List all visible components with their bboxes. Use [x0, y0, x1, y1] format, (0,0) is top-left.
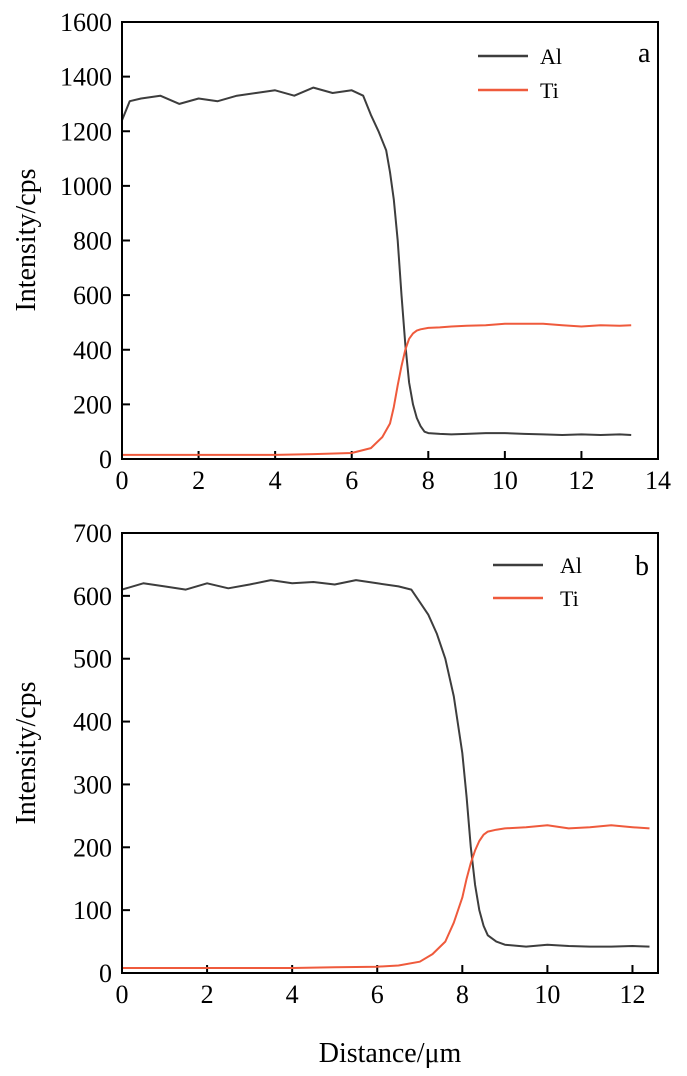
panel-a-legend-label-ti: Ti [540, 78, 559, 103]
panel-b-label: b [635, 551, 649, 582]
panel-b-x-tick-label: 10 [534, 980, 560, 1009]
panel-b-x-tick-label: 2 [201, 980, 214, 1009]
panel-b-legend: Al Ti [493, 553, 582, 611]
panel-a-y-tick-label: 600 [73, 281, 112, 310]
panel-a-legend-label-al: Al [540, 44, 562, 69]
panel-a-y-tick-label: 400 [73, 336, 112, 365]
panel-a-series [121, 86, 632, 456]
panel-b-series [121, 579, 650, 969]
panel-b-x-tick-label: 6 [371, 980, 384, 1009]
panel-a-x-tick-label: 4 [269, 466, 282, 495]
panel-a-x-tick-label: 8 [422, 466, 435, 495]
panel-a-x-tick-label: 2 [192, 466, 205, 495]
panel-b-series-ti-line [122, 824, 650, 969]
panel-b-y-tick-label: 200 [73, 833, 112, 862]
panel-a-x-tick-label: 14 [645, 466, 671, 495]
panel-a-x-tick-label: 6 [345, 466, 358, 495]
chart-panel-a: 0 2 4 6 8 10 12 14 0 200 400 600 800 1000 1200 1400 1600… [11, 8, 671, 495]
panel-a-ticks: 0 2 4 6 8 10 12 14 0 200 400 600 800 1000 1200 1400 1600 [60, 8, 671, 495]
panel-a-y-tick-label: 0 [99, 445, 112, 474]
panel-b-y-tick-label: 700 [73, 519, 112, 548]
panel-a-x-tick-label: 12 [568, 466, 594, 495]
panel-b-y-axis-title: Intensity/cps [11, 681, 42, 824]
panel-a-y-tick-label: 800 [73, 227, 112, 256]
panel-a-y-tick-label: 1200 [60, 117, 112, 146]
panel-b-y-tick-label: 400 [73, 708, 112, 737]
panel-b-y-tick-label: 100 [73, 896, 112, 925]
panel-b-x-tick-label: 4 [286, 980, 299, 1009]
panel-b-y-tick-label: 300 [73, 770, 112, 799]
panel-b-x-tick-label: 12 [619, 980, 645, 1009]
panel-a-y-axis-title: Intensity/cps [11, 168, 42, 311]
panel-b-x-tick-label: 0 [116, 980, 129, 1009]
chart-panel-b: 0 2 4 6 8 10 12 0 100 200 300 400 500 600 700 Intensit… [11, 519, 659, 1009]
panel-b-y-tick-label: 500 [73, 645, 112, 674]
panel-a-series-al-line [121, 86, 632, 436]
panel-a-x-tick-label: 10 [492, 466, 518, 495]
panel-b-legend-label-al: Al [560, 553, 582, 578]
panel-a-x-tick-label: 0 [116, 466, 129, 495]
panel-a-series-ti-line [122, 322, 632, 456]
panel-a-y-tick-label: 1400 [60, 63, 112, 92]
panel-b-y-tick-label: 600 [73, 582, 112, 611]
panel-b-legend-label-ti: Ti [560, 586, 579, 611]
panel-a-y-tick-label: 200 [73, 390, 112, 419]
panel-a-plot-frame [121, 21, 659, 460]
panel-b-series-al-line [121, 579, 650, 948]
panel-b-y-tick-label: 0 [99, 959, 112, 988]
panel-a-label: a [638, 38, 651, 69]
panel-b-plot-frame [121, 532, 659, 974]
panel-a-y-tick-label: 1000 [60, 172, 112, 201]
panel-b-ticks: 0 2 4 6 8 10 12 0 100 200 300 400 500 600 700 [73, 519, 645, 1009]
x-axis-title: Distance/μm [319, 1038, 462, 1069]
panel-a-legend: Al Ti [478, 44, 562, 103]
panel-b-x-tick-label: 8 [456, 980, 469, 1009]
panel-a-y-tick-label: 1600 [60, 8, 112, 37]
